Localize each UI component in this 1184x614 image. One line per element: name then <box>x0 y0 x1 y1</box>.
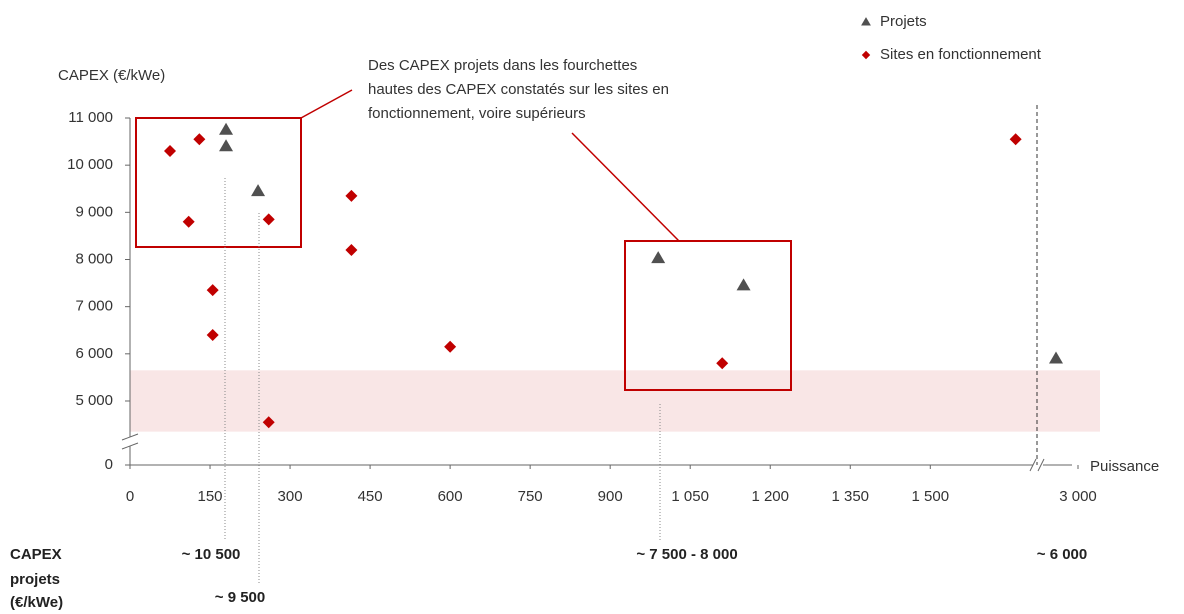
y-tick-label: 5 000 <box>75 392 113 409</box>
y-axis-label: CAPEX (€/kWe) <box>58 67 165 84</box>
connector <box>300 89 353 119</box>
point <box>1049 351 1063 364</box>
y-tick-label: 8 000 <box>75 250 113 267</box>
point <box>193 133 206 146</box>
highlight-band <box>130 370 1100 432</box>
y-tick-label: 0 <box>105 456 113 473</box>
axis-break <box>1037 458 1045 472</box>
y-tick-label: 9 000 <box>75 203 113 220</box>
x-tick-label: 900 <box>598 488 623 505</box>
axis-break <box>121 442 139 450</box>
highlight-box <box>135 117 302 248</box>
x-tick-label: 600 <box>438 488 463 505</box>
x-tick-label: 1 500 <box>912 488 950 505</box>
axis-break <box>121 433 139 441</box>
x-tick-label: 750 <box>518 488 543 505</box>
legend-label: Sites en fonctionnement <box>880 46 1042 63</box>
background <box>130 370 1100 432</box>
point <box>716 357 729 370</box>
x-tick-label: 300 <box>278 488 303 505</box>
x-tick-label: 0 <box>126 488 134 505</box>
bottom-label: CAPEX <box>10 546 62 563</box>
x-tick-label: 450 <box>358 488 383 505</box>
point <box>251 184 266 197</box>
bottom-label: (€/kWe) <box>10 594 63 611</box>
point <box>182 215 195 228</box>
annotation: Des CAPEX projets dans les fourchettes <box>368 57 637 74</box>
y-tick-label: 10 000 <box>67 156 113 173</box>
highlight-box <box>624 240 792 391</box>
annotation: fonctionnement, voire supérieurs <box>368 105 586 122</box>
point <box>206 328 219 341</box>
point <box>206 284 219 297</box>
bottom-value: ~ 9 500 <box>215 589 265 606</box>
legend-marker <box>861 50 871 60</box>
point <box>219 139 234 152</box>
x-tick-label: 3 000 <box>1059 488 1097 505</box>
y-tick-label: 11 000 <box>68 109 113 126</box>
x-tick-label: 150 <box>198 488 223 505</box>
axis-break <box>1029 458 1037 472</box>
legend-marker <box>861 17 871 26</box>
bottom-value: ~ 10 500 <box>182 546 241 563</box>
x-tick-label: 1 350 <box>831 488 869 505</box>
bottom-value: ~ 7 500 - 8 000 <box>636 546 737 563</box>
point <box>1009 133 1022 146</box>
legend-label: Projets <box>880 13 927 30</box>
point <box>345 189 358 202</box>
x-tick-label: 1 050 <box>671 488 709 505</box>
point <box>164 145 177 158</box>
point <box>262 213 275 226</box>
point <box>444 340 457 353</box>
connector <box>571 132 680 242</box>
point <box>262 416 275 429</box>
point <box>736 278 751 291</box>
x-tick-label: 1 200 <box>751 488 789 505</box>
point <box>345 244 358 257</box>
annotation: hautes des CAPEX constatés sur les sites… <box>368 81 669 98</box>
y-tick-label: 7 000 <box>75 298 113 315</box>
bottom-value: ~ 6 000 <box>1037 546 1087 563</box>
point <box>651 251 666 264</box>
point <box>219 122 234 135</box>
x-axis-label: Puissance <box>1090 458 1159 475</box>
y-tick-label: 6 000 <box>75 345 113 362</box>
bottom-label: projets <box>10 571 60 588</box>
